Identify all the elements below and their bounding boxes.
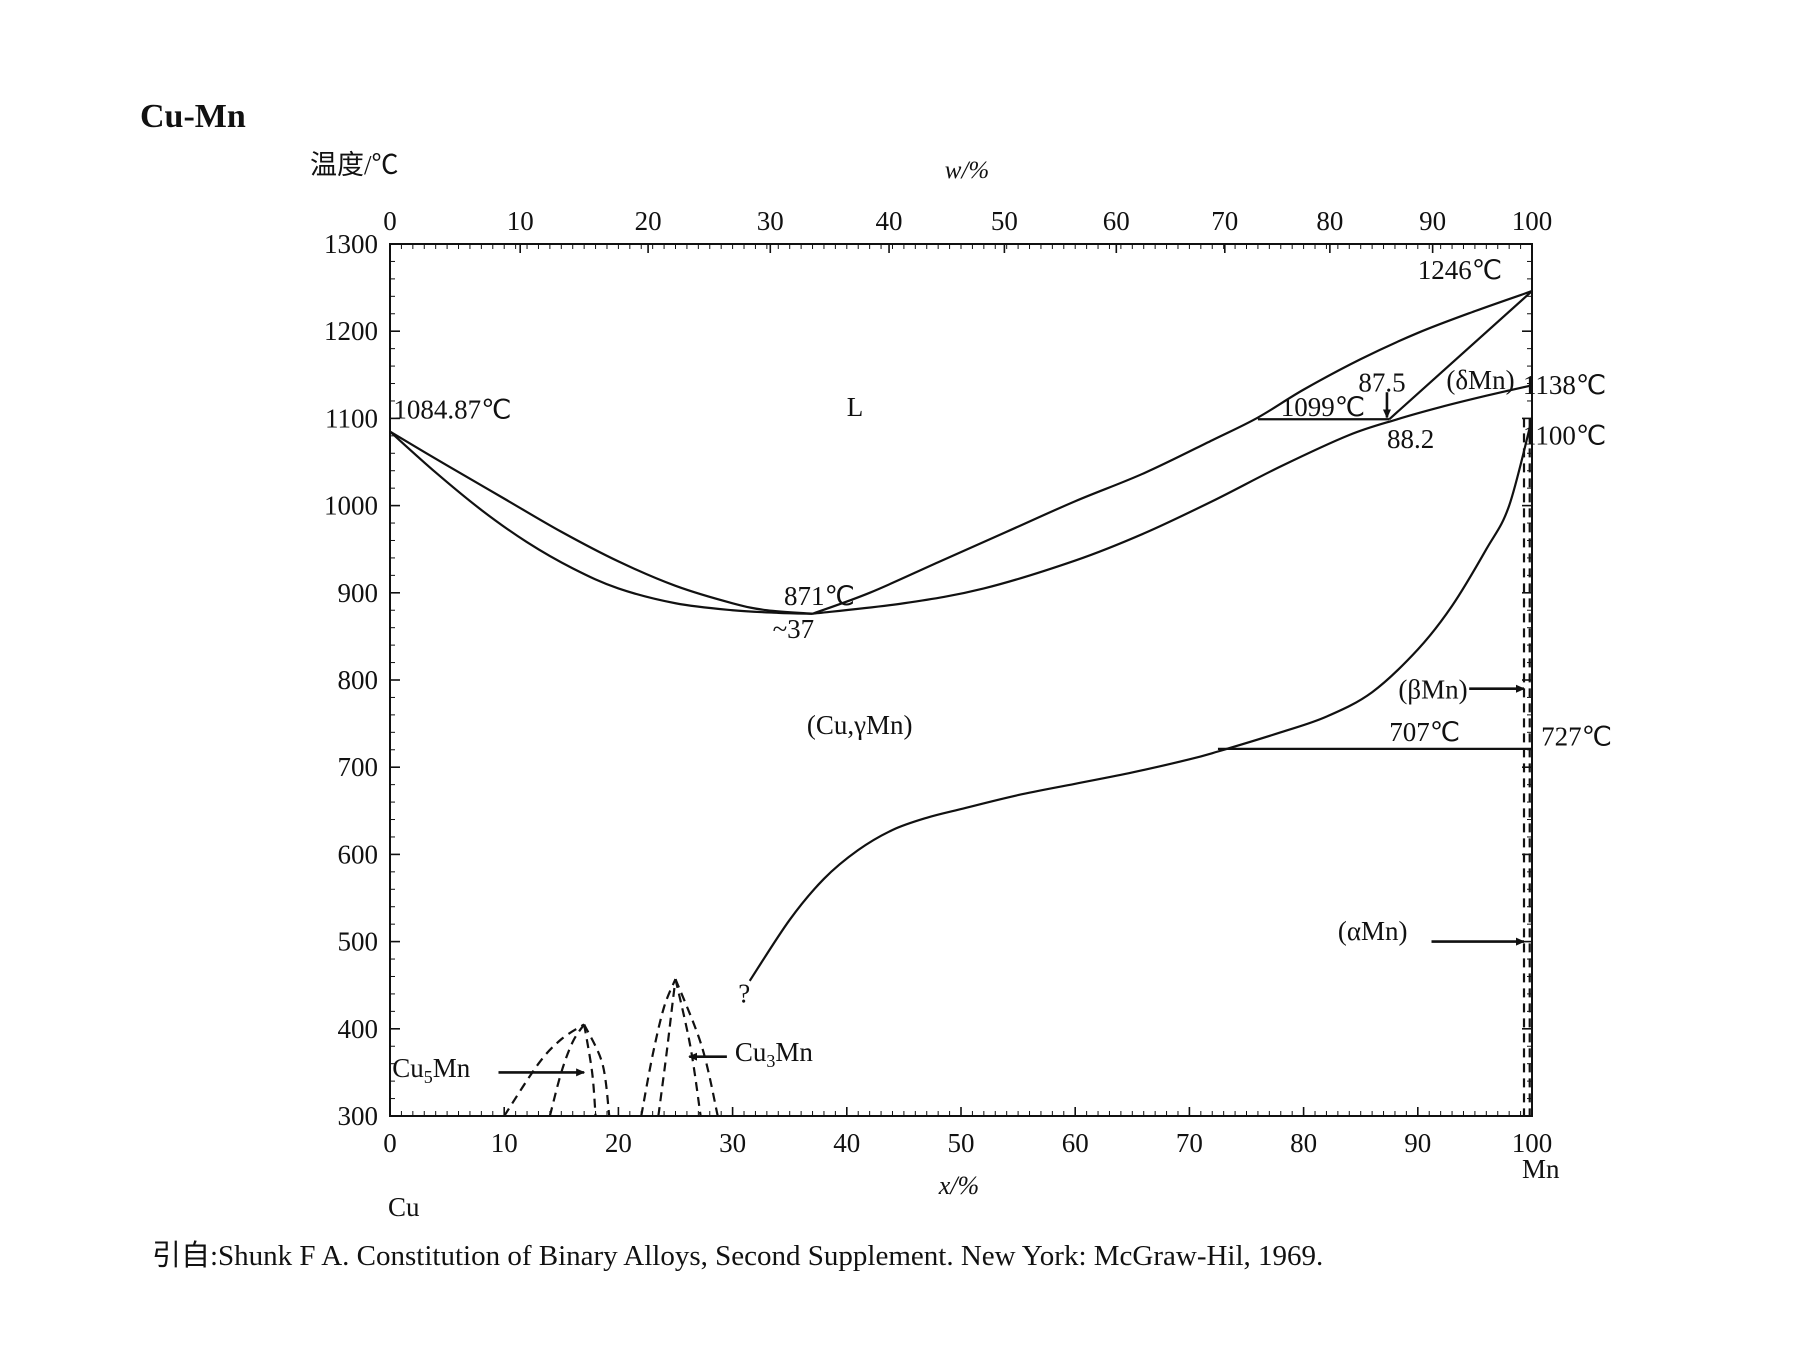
x2-tick-label: 0	[383, 206, 397, 236]
annotation-label: (δMn)	[1446, 365, 1514, 395]
y-tick-label: 1300	[324, 229, 378, 259]
phase-boundaries	[389, 290, 1534, 1117]
dashed-phase-boundary	[583, 1024, 597, 1117]
annotation-label: 707℃	[1389, 717, 1460, 747]
phase-boundary-curve	[389, 430, 813, 615]
annotation-label: ?	[738, 979, 750, 1009]
x-tick-label: 100	[1512, 1128, 1553, 1158]
y-tick-label: 700	[338, 752, 379, 782]
x2-tick-label: 50	[991, 206, 1018, 236]
x-tick-label: 50	[948, 1128, 975, 1158]
phase-boundary-curve	[389, 430, 813, 615]
x-tick-label: 70	[1176, 1128, 1203, 1158]
annotation-label: (βMn)	[1398, 674, 1467, 704]
annotation-label: 1084.87℃	[393, 394, 511, 424]
end-label-mn: Mn	[1522, 1154, 1560, 1184]
y-tick-label: 1000	[324, 491, 378, 521]
y-tick-label: 1100	[325, 403, 378, 433]
annotation-label: Cu3Mn	[735, 1037, 814, 1071]
source-citation: 引自:Shunk F A. Constitution of Binary All…	[152, 1240, 1324, 1272]
x-tick-label: 0	[383, 1128, 397, 1158]
annotation-label: 1099℃	[1281, 392, 1365, 422]
annotation-label: (αMn)	[1338, 916, 1408, 946]
y-tick-label: 400	[338, 1014, 379, 1044]
phase-boundary-curve	[812, 384, 1533, 615]
phase-boundary-curve	[748, 418, 1534, 982]
annotation-label: 1100℃	[1523, 421, 1606, 451]
end-label-cu: Cu	[388, 1192, 420, 1222]
y-axis-title: 温度/℃	[310, 150, 399, 180]
dashed-phase-boundary	[674, 978, 719, 1117]
x2-tick-label: 10	[507, 206, 534, 236]
dashed-phase-boundary	[503, 1023, 585, 1117]
x-tick-label: 40	[833, 1128, 860, 1158]
annotation-label: 1246℃	[1418, 255, 1502, 285]
annotation-label: 727℃	[1541, 721, 1612, 751]
annotation-label: 87.5	[1358, 367, 1405, 397]
annotation-label: 88.2	[1387, 424, 1434, 454]
phase-boundary-curve	[812, 290, 1533, 615]
x-tick-label: 20	[605, 1128, 632, 1158]
y-tick-label: 1200	[324, 316, 378, 346]
x2-tick-label: 60	[1103, 206, 1130, 236]
dashed-phase-boundary	[640, 978, 677, 1117]
annotation-label: L	[847, 392, 864, 422]
x2-tick-label: 90	[1419, 206, 1446, 236]
figure-title: Cu-Mn	[140, 98, 246, 135]
annotation-label: ~37	[773, 614, 815, 644]
x-tick-label: 60	[1062, 1128, 1089, 1158]
annotation-label: Cu5Mn	[392, 1053, 471, 1087]
x-tick-label: 10	[491, 1128, 518, 1158]
dashed-phase-boundary	[657, 978, 677, 1117]
chart-annotations: L (Cu,γMn) 1084.87℃ 871℃~37 1246℃ 87.5 (δMn) 10…	[392, 255, 1612, 1087]
annotation-label: (Cu,γMn)	[807, 710, 913, 740]
x2-tick-label: 20	[635, 206, 662, 236]
x-tick-label: 30	[719, 1128, 746, 1158]
y-tick-label: 800	[338, 665, 379, 695]
y-tick-label: 300	[338, 1101, 379, 1131]
x2-tick-label: 70	[1211, 206, 1238, 236]
y-tick-label: 500	[338, 927, 379, 957]
x2-axis-title: w/%	[945, 157, 989, 184]
x-axis-title: x/%	[938, 1171, 979, 1200]
dashed-phase-boundary	[674, 978, 702, 1117]
x2-tick-label: 80	[1316, 206, 1343, 236]
dashed-phase-boundary	[583, 1023, 611, 1117]
x-tick-label: 90	[1404, 1128, 1431, 1158]
phase-boundary-curve	[1388, 290, 1533, 421]
y-tick-label: 600	[338, 839, 379, 869]
chart-axes: 0 10 20 30 40 50 60 70 80 90 1000 10 20 30 40 50 60 70 80 9…	[310, 150, 1560, 1222]
x2-tick-label: 40	[876, 206, 903, 236]
x-tick-label: 80	[1290, 1128, 1317, 1158]
x2-tick-label: 100	[1512, 206, 1553, 236]
chart-arrows	[498, 392, 1526, 1077]
annotation-label: 871℃	[784, 581, 855, 611]
y-tick-label: 900	[338, 578, 379, 608]
x2-tick-label: 30	[757, 206, 784, 236]
annotation-label: 1138℃	[1523, 370, 1606, 400]
dashed-phase-boundary	[548, 1023, 586, 1117]
